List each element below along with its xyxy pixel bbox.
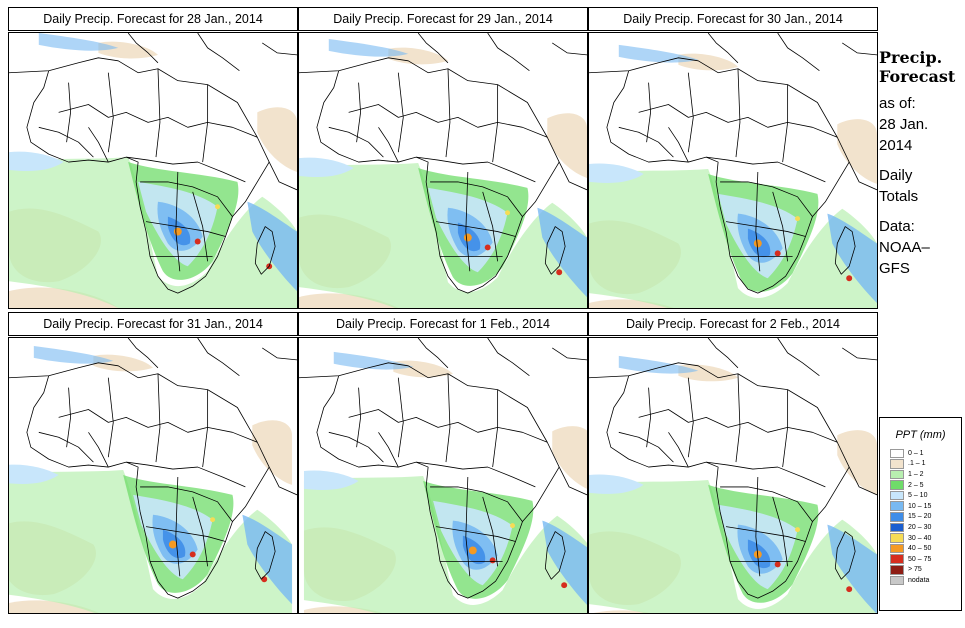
- caption-title-line1: Precip.: [879, 48, 943, 67]
- legend-swatch: [890, 469, 904, 480]
- legend-label: > 75: [908, 566, 922, 574]
- data-source-line1: NOAA–: [879, 239, 930, 256]
- asof-label: as of:: [879, 95, 916, 112]
- legend-entry: 5 – 10: [890, 490, 961, 501]
- side-caption: Precip. Forecast as of: 28 Jan. 2014 Dai…: [879, 48, 965, 279]
- legend-entry: .1 – 1: [890, 459, 961, 470]
- forecast-panel-29-jan: Daily Precip. Forecast for 29 Jan., 2014: [298, 7, 588, 309]
- panel-title: Daily Precip. Forecast for 28 Jan., 2014: [8, 7, 298, 31]
- precip-map: [8, 337, 298, 614]
- legend-label: 5 – 10: [908, 492, 928, 500]
- asof-year: 2014: [879, 137, 913, 154]
- forecast-panel-30-jan: Daily Precip. Forecast for 30 Jan., 2014: [588, 7, 878, 309]
- precip-map: [298, 32, 588, 309]
- legend-label: 0 – 1: [908, 449, 924, 457]
- legend-label: 50 – 75: [908, 555, 932, 563]
- precip-map: [588, 32, 878, 309]
- precip-map: [8, 32, 298, 309]
- legend-swatch: [890, 522, 904, 533]
- legend-label: nodata: [908, 576, 930, 584]
- legend-title: PPT (mm): [895, 429, 946, 441]
- panel-title: Daily Precip. Forecast for 1 Feb., 2014: [298, 312, 588, 336]
- legend-label: .1 – 1: [908, 460, 926, 468]
- legend-entry: 2 – 5: [890, 480, 961, 491]
- legend-entry: > 75: [890, 565, 961, 576]
- legend-entry: 1 – 2: [890, 469, 961, 480]
- legend-label: 20 – 30: [908, 523, 932, 531]
- forecast-panel-1-feb: Daily Precip. Forecast for 1 Feb., 2014: [298, 312, 588, 614]
- legend-swatch: [890, 543, 904, 554]
- forecast-panel-2-feb: Daily Precip. Forecast for 2 Feb., 2014: [588, 312, 878, 614]
- data-source-line2: GFS: [879, 260, 910, 277]
- asof-date: 28 Jan.: [879, 116, 929, 133]
- legend-label: 2 – 5: [908, 481, 924, 489]
- legend-entry: 10 – 15: [890, 501, 961, 512]
- forecast-panel-28-jan: Daily Precip. Forecast for 28 Jan., 2014: [8, 7, 298, 309]
- legend-swatch: [890, 480, 904, 490]
- legend-label: 15 – 20: [908, 513, 932, 521]
- legend-entry: 15 – 20: [890, 512, 961, 523]
- panel-title: Daily Precip. Forecast for 29 Jan., 2014: [298, 7, 588, 31]
- precip-legend: PPT (mm) 0 – 1 .1 – 1 1 – 2 2 – 5 5 – 10 10 –…: [879, 417, 962, 611]
- legend-swatch: [890, 501, 904, 512]
- caption-title-line2: Forecast: [879, 67, 956, 86]
- forecast-panel-31-jan: Daily Precip. Forecast for 31 Jan., 2014: [8, 312, 298, 614]
- precip-map: [588, 337, 878, 614]
- precip-map: [298, 337, 588, 614]
- legend-swatch: [890, 554, 904, 565]
- legend-swatch: [890, 490, 904, 501]
- panel-title: Daily Precip. Forecast for 2 Feb., 2014: [588, 312, 878, 336]
- legend-entry: 0 – 1: [890, 448, 961, 459]
- legend-label: 40 – 50: [908, 545, 932, 553]
- totals-line2: Totals: [879, 188, 919, 205]
- legend-entry: 20 – 30: [890, 522, 961, 533]
- panel-title: Daily Precip. Forecast for 30 Jan., 2014: [588, 7, 878, 31]
- legend-swatch: [890, 575, 904, 586]
- legend-entry: nodata: [890, 575, 961, 586]
- data-label: Data:: [879, 218, 915, 235]
- legend-swatch: [890, 512, 904, 522]
- legend-entry: 40 – 50: [890, 543, 961, 554]
- panel-title: Daily Precip. Forecast for 31 Jan., 2014: [8, 312, 298, 336]
- legend-label: 1 – 2: [908, 470, 924, 478]
- legend-entry: 50 – 75: [890, 554, 961, 565]
- legend-swatch: [890, 565, 904, 575]
- legend-label: 30 – 40: [908, 534, 932, 542]
- legend-entry: 30 – 40: [890, 533, 961, 544]
- legend-swatch: [890, 533, 904, 543]
- totals-line1: Daily: [879, 167, 913, 184]
- legend-swatch: [890, 459, 904, 469]
- legend-label: 10 – 15: [908, 502, 932, 510]
- legend-swatch: [890, 448, 904, 459]
